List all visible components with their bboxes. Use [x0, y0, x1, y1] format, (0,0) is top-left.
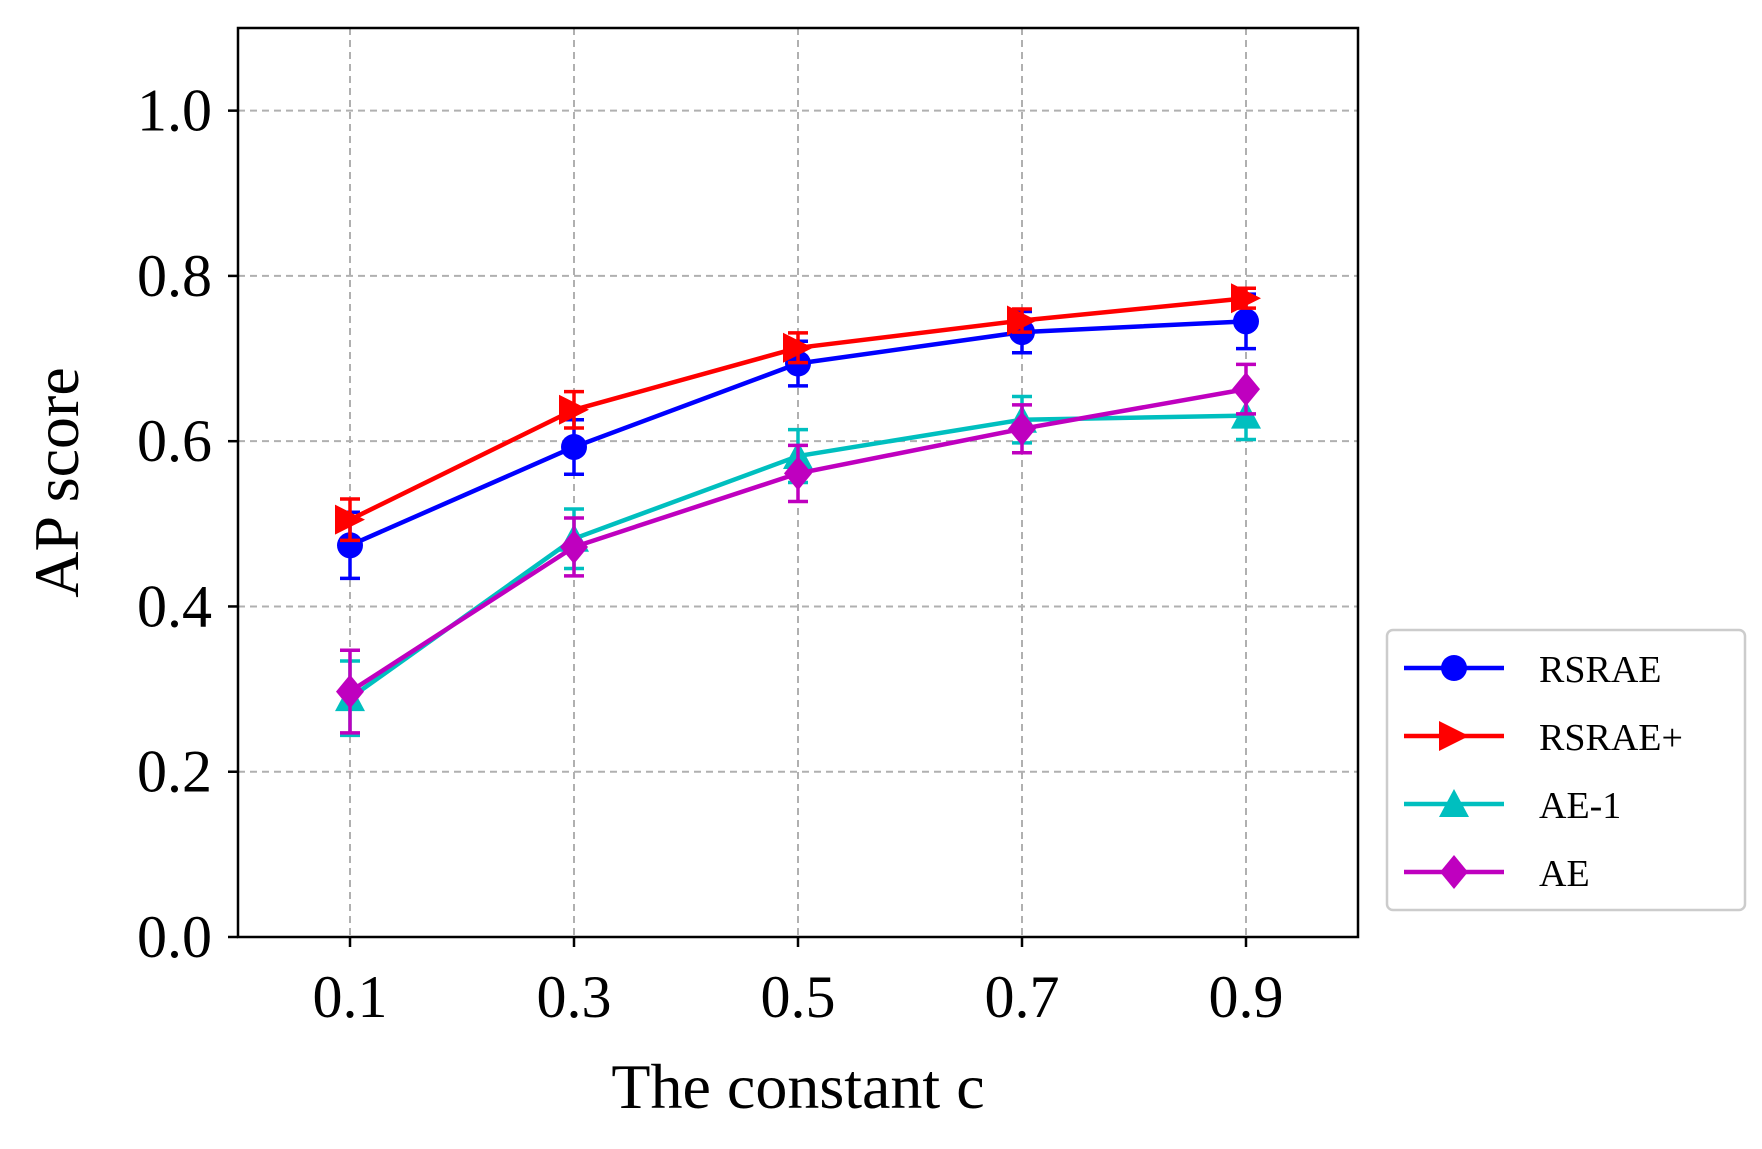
y-tick-label: 1.0	[137, 78, 212, 144]
legend-item: AE-1	[1404, 785, 1621, 827]
x-axis-title: The constant c	[611, 1051, 984, 1122]
legend-label: RSRAE	[1539, 649, 1661, 691]
y-axis-title: AP score	[21, 367, 92, 597]
series-rsrae-plus	[335, 283, 1261, 543]
x-tick-label: 0.3	[537, 964, 612, 1030]
y-tick-label: 0.0	[137, 904, 212, 970]
data-point	[784, 456, 812, 491]
series-ae-1	[335, 389, 1261, 738]
legend-item: RSRAE	[1404, 649, 1661, 691]
y-tick-label: 0.2	[137, 739, 212, 805]
data-point	[1008, 411, 1036, 446]
series-layer	[335, 283, 1261, 738]
legend-label: AE-1	[1539, 785, 1621, 827]
data-point	[336, 674, 364, 709]
legend-swatch-marker	[1439, 789, 1469, 817]
y-tick-label: 0.4	[137, 573, 212, 639]
legend-label: RSRAE+	[1539, 717, 1683, 759]
legend: RSRAE RSRAE+ AE-1 AE	[1385, 628, 1747, 912]
legend-swatch-marker	[1441, 655, 1467, 681]
x-tick-label: 0.1	[313, 964, 388, 1030]
legend-label: AE	[1539, 853, 1590, 895]
data-point	[1232, 372, 1260, 407]
x-tick-label: 0.7	[985, 964, 1060, 1030]
x-tick-label: 0.9	[1209, 964, 1284, 1030]
series-ae	[336, 362, 1260, 735]
tick-layer: 0.1 0.3 0.5 0.7 0.9 0.0 0.2 0.4 0.6 0.8 1.0	[137, 78, 1284, 1030]
legend-swatch-marker	[1440, 855, 1468, 889]
legend-frame	[1385, 628, 1747, 912]
data-point	[561, 433, 587, 460]
legend-item: RSRAE+	[1404, 717, 1683, 759]
x-tick-label: 0.5	[761, 964, 836, 1030]
y-tick-label: 0.8	[137, 243, 212, 309]
legend-item: AE	[1404, 853, 1590, 895]
data-point	[1007, 305, 1037, 336]
legend-swatch-marker	[1439, 721, 1469, 751]
data-point	[559, 394, 589, 425]
data-point	[560, 529, 588, 564]
y-tick-label: 0.6	[137, 408, 212, 474]
data-point	[1231, 283, 1261, 314]
data-point	[1233, 308, 1259, 335]
grid-layer	[238, 28, 1358, 937]
data-point	[335, 504, 365, 535]
data-point	[783, 332, 813, 363]
